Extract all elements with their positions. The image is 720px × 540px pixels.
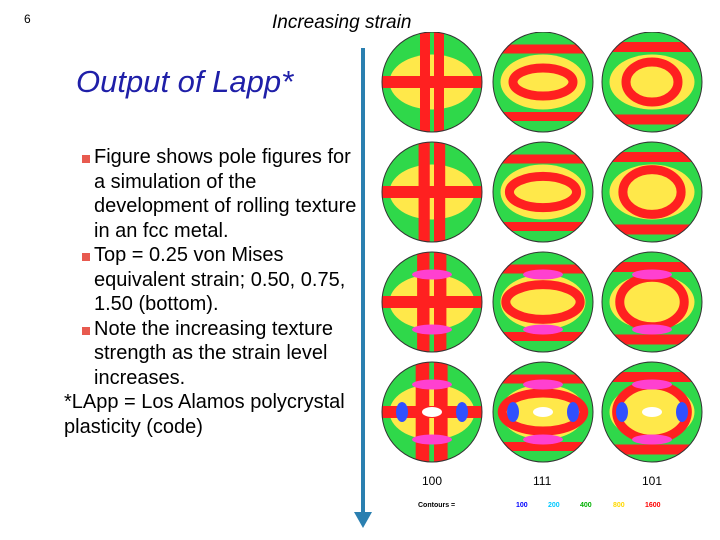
bullet-text: Figure shows pole figures for a simulati…	[94, 146, 357, 242]
bullet-item: Note the increasing texture strength as …	[62, 317, 362, 391]
pole-figure	[382, 32, 482, 132]
contour-value: 200	[548, 502, 560, 509]
pole-figure	[602, 142, 702, 242]
slide-title: Output of Lapp*	[76, 64, 294, 99]
contour-value: 100	[516, 502, 528, 509]
bullet-item: Top = 0.25 von Mises equivalent strain; …	[62, 243, 362, 317]
bullet-square-icon	[82, 155, 90, 163]
contour-value: 400	[580, 502, 592, 509]
pole-figure	[382, 142, 482, 242]
pole-figure	[493, 362, 593, 462]
slide-number: 6	[24, 12, 31, 26]
pole-figure	[493, 142, 593, 242]
contours-label: Contours =	[418, 502, 456, 509]
contour-value: 800	[613, 502, 625, 509]
bullet-text: Note the increasing texture strength as …	[94, 317, 334, 389]
footnote: *LApp = Los Alamos polycrystal plasticit…	[64, 391, 345, 438]
pole-figure	[382, 362, 482, 462]
pole-figure	[602, 252, 702, 352]
bullet-square-icon	[82, 253, 90, 261]
bullet-text: Top = 0.25 von Mises equivalent strain; …	[94, 244, 346, 315]
pole-figure	[493, 32, 593, 132]
pole-figure	[602, 32, 702, 132]
strain-direction-label: Increasing strain	[272, 12, 412, 33]
pole-figure	[382, 252, 482, 352]
column-label-111: 111	[533, 474, 552, 488]
bullet-square-icon	[82, 326, 90, 335]
pole-figures-image	[381, 31, 703, 463]
contour-value: 1600	[645, 502, 661, 509]
bullet-item: Figure shows pole figures for a simulati…	[62, 145, 362, 243]
pole-figure-grid: 100 111 101	[380, 31, 710, 522]
body-text: Figure shows pole figures for a simulati…	[62, 145, 362, 439]
column-label-101: 101	[642, 474, 663, 488]
column-label-100: 100	[422, 474, 443, 488]
pole-figure	[493, 252, 593, 352]
pole-figure	[602, 362, 702, 462]
